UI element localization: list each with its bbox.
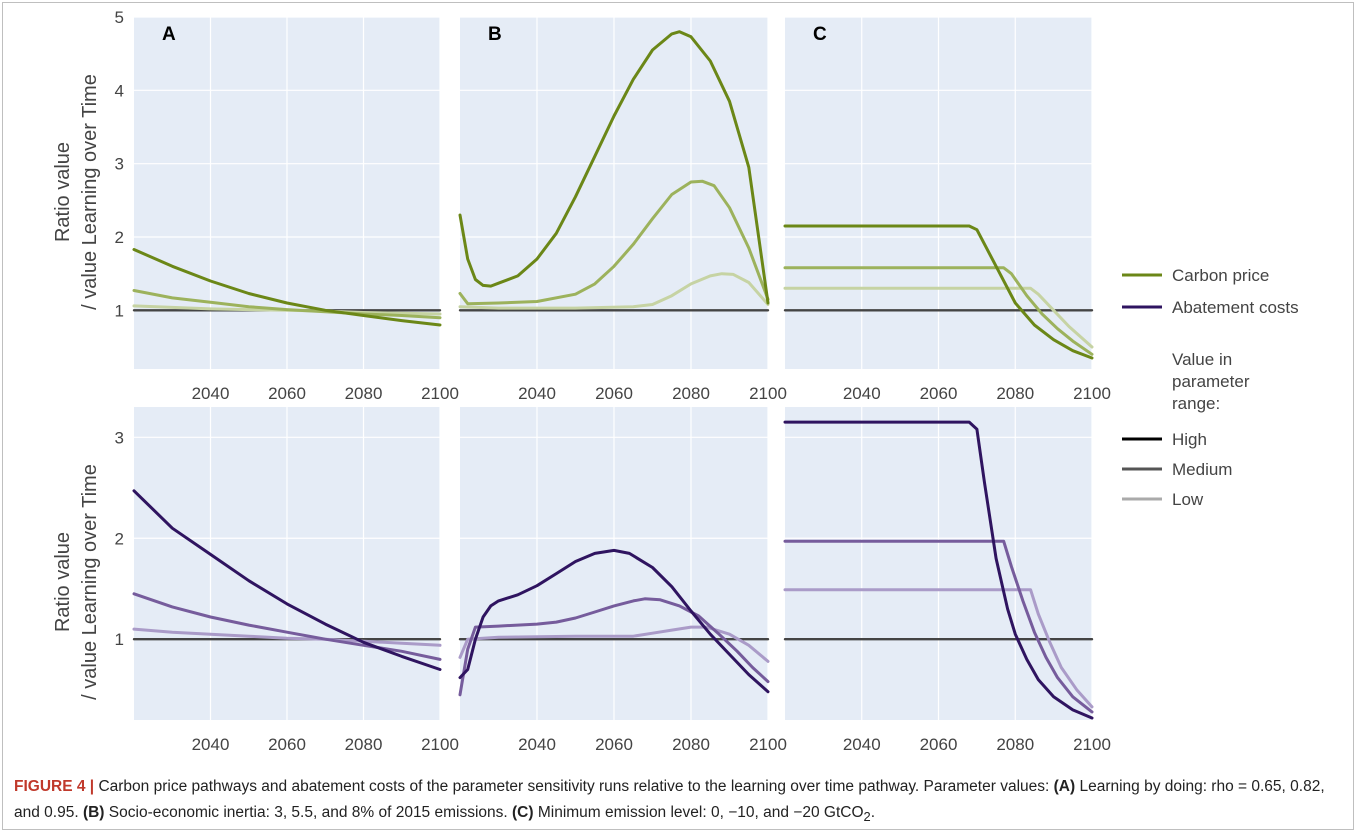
legend-label-medium: Medium (1172, 460, 1232, 479)
y-axis-title-abatement-line2: / value Learning over Time (79, 464, 101, 700)
x-tick-label-b-abatement-2080: 2080 (672, 735, 710, 754)
series-line-a-carbon-medium (132, 289, 442, 320)
panel-letter-b: B (488, 24, 502, 45)
x-tick-label-c-abatement-2100: 2100 (1073, 735, 1111, 754)
x-tick-label-b-abatement-2060: 2060 (595, 735, 633, 754)
caption-tag-a: (A) (1053, 778, 1076, 795)
x-tick-label-c-carbon-2100: 2100 (1073, 384, 1111, 403)
y-tick-label-a-abatement-2: 2 (115, 529, 124, 548)
x-tick-label-a-carbon-2080: 2080 (345, 384, 383, 403)
series-line-b-carbon-low (458, 272, 770, 310)
legend-label-carbon: Carbon price (1172, 266, 1269, 285)
legend-range-title-2: parameter (1172, 372, 1250, 391)
caption-text-2: Learning by doing: rho = 0.65, 0.82, and… (14, 778, 1325, 821)
x-tick-label-b-abatement-2100: 2100 (749, 735, 787, 754)
series-line-a-abatement-low (132, 627, 442, 647)
x-tick-label-a-abatement-2040: 2040 (192, 735, 230, 754)
figure-caption: FIGURE 4 | Carbon price pathways and aba… (14, 774, 1344, 830)
series-line-b-carbon-high (458, 30, 770, 305)
x-tick-label-a-carbon-2060: 2060 (268, 384, 306, 403)
series-line-b-abatement-medium (458, 597, 770, 697)
series-line-c-carbon-high (783, 224, 1094, 360)
series-line-a-abatement-medium (132, 592, 442, 661)
y-tick-label-a-abatement-3: 3 (115, 428, 124, 447)
legend-range-title-3: range: (1172, 394, 1220, 413)
x-tick-label-c-abatement-2040: 2040 (843, 735, 881, 754)
y-tick-label-a-abatement-1: 1 (115, 630, 124, 649)
y-axis-title-carbon-line1: Ratio value (52, 142, 74, 242)
y-axis-title-abatement-line1: Ratio value (52, 532, 74, 632)
caption-tag-c: (C) (512, 804, 534, 821)
series-line-c-abatement-high (783, 420, 1094, 720)
x-tick-label-a-abatement-2100: 2100 (421, 735, 459, 754)
y-tick-label-a-carbon-4: 4 (115, 81, 124, 100)
y-tick-label-a-carbon-1: 1 (115, 301, 124, 320)
y-tick-label-a-carbon-3: 3 (115, 155, 124, 174)
y-tick-label-a-carbon-5: 5 (115, 8, 124, 27)
caption-text-5: . (870, 804, 875, 821)
x-tick-label-b-carbon-2040: 2040 (518, 384, 556, 403)
x-tick-label-a-carbon-2040: 2040 (192, 384, 230, 403)
caption-subscript: 2 (863, 809, 871, 825)
x-tick-label-c-carbon-2080: 2080 (996, 384, 1034, 403)
x-tick-label-a-abatement-2080: 2080 (345, 735, 383, 754)
panel-letter-c: C (813, 24, 827, 45)
x-tick-label-c-carbon-2060: 2060 (920, 384, 958, 403)
x-tick-label-b-carbon-2100: 2100 (749, 384, 787, 403)
series-line-b-abatement-low (458, 625, 770, 663)
x-tick-label-b-carbon-2080: 2080 (672, 384, 710, 403)
x-tick-label-c-abatement-2060: 2060 (920, 735, 958, 754)
x-tick-label-a-abatement-2060: 2060 (268, 735, 306, 754)
caption-text-1: Carbon price pathways and abatement cost… (94, 778, 1054, 795)
y-axis-title-carbon-line2: / value Learning over Time (79, 74, 101, 310)
legend-range-title-1: Value in (1172, 350, 1232, 369)
panel-letter-a: A (162, 24, 176, 45)
chart-area: 1 2 3 4 5 2040 2060 2080 2100 A 2040 2060 2080 2100 B 2… (52, 8, 1299, 754)
caption-tag-b: (B) (82, 804, 105, 821)
x-tick-label-a-carbon-2100: 2100 (421, 384, 459, 403)
series-line-a-carbon-high (132, 248, 442, 327)
series-line-c-carbon-medium (783, 266, 1094, 356)
series-line-b-carbon-medium (458, 179, 770, 306)
x-tick-label-c-carbon-2040: 2040 (843, 384, 881, 403)
x-tick-label-c-abatement-2080: 2080 (996, 735, 1034, 754)
series-line-c-carbon-low (783, 286, 1094, 349)
x-tick-label-b-abatement-2040: 2040 (518, 735, 556, 754)
series-line-a-abatement-high (132, 489, 442, 671)
series-line-c-abatement-medium (783, 539, 1094, 714)
series-line-c-abatement-low (783, 588, 1094, 709)
series-line-b-abatement-high (458, 548, 770, 694)
x-tick-label-b-carbon-2060: 2060 (595, 384, 633, 403)
caption-text-3: Socio-economic inertia: 3, 5.5, and 8% o… (104, 804, 513, 821)
caption-figure-id: FIGURE 4 | (14, 778, 95, 795)
legend-label-abatement: Abatement costs (1172, 298, 1299, 317)
legend-label-low: Low (1172, 490, 1204, 509)
caption-text-4: Minimum emission level: 0, −10, and −20 … (533, 804, 864, 821)
legend-label-high: High (1172, 430, 1207, 449)
y-tick-label-a-carbon-2: 2 (115, 228, 124, 247)
